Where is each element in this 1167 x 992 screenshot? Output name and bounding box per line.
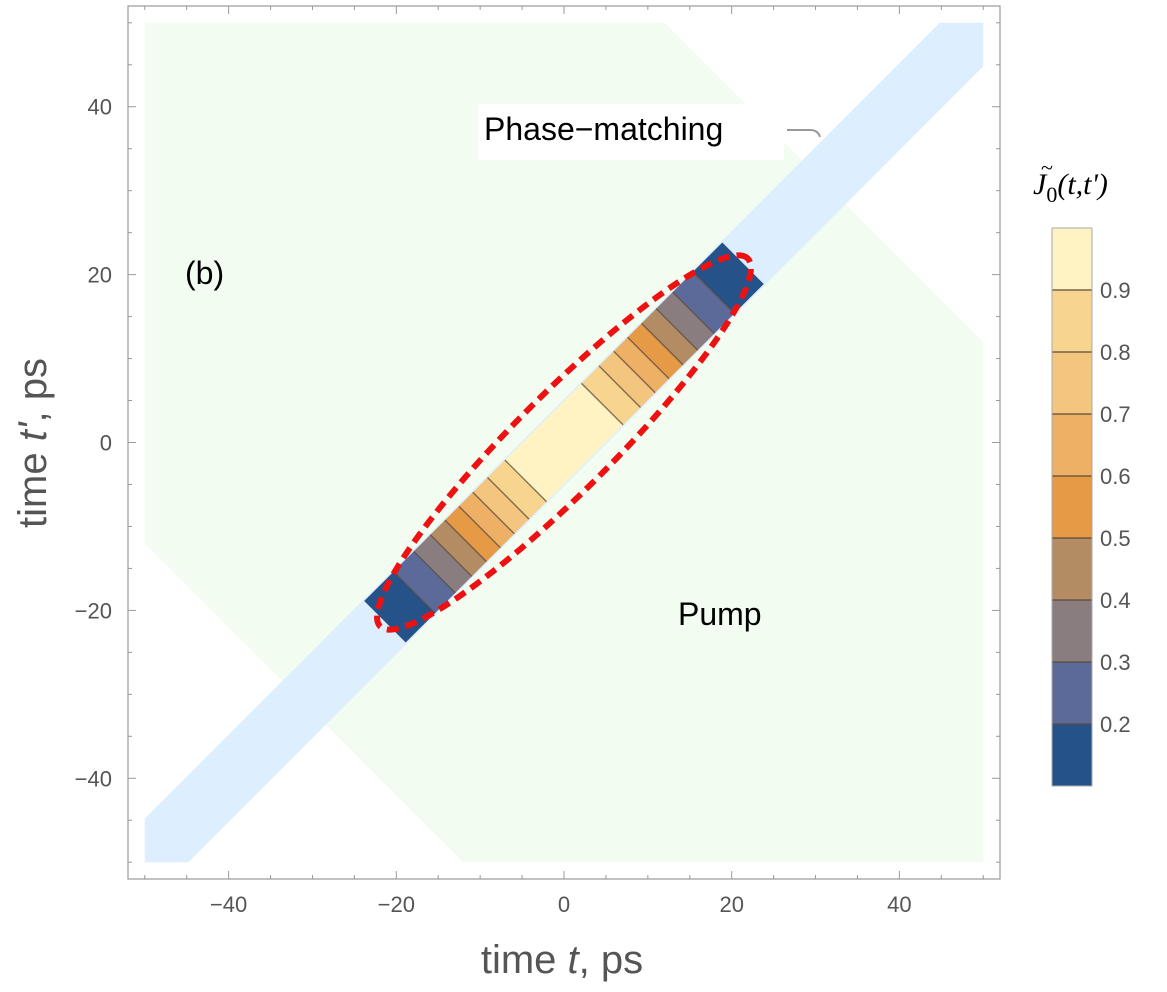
y-tick-label: −40 [75,766,112,791]
contour-band [656,292,715,351]
contour-level-line [641,322,684,366]
phase-matching-label-bg [478,104,784,160]
colorbar-segment [1052,600,1092,662]
contour-band [692,242,764,314]
colorbar-segment [1052,290,1092,352]
phase-matching-leader-line [787,129,821,138]
contour-level-line [413,550,456,594]
colorbar-tick-label: 0.8 [1100,340,1131,365]
colorbar-tick-label: 0.3 [1100,650,1131,675]
contour-band [413,534,472,593]
colorbar-tick-label: 0.7 [1100,402,1131,427]
dashed-contour-line [374,252,754,633]
y-axis-title: time t', ps [11,358,55,528]
contour-band [430,520,487,577]
contour-level-line [487,477,530,520]
contour-level-lines [393,271,735,614]
contour-band [641,308,698,365]
contour-band [487,460,547,520]
y-tick-label: −20 [75,598,112,623]
colorbar [1052,228,1092,786]
colorbar-segment [1052,724,1092,786]
contour-level-line [581,382,624,426]
contour-band [672,271,735,334]
colorbar-tick-label: 0.9 [1100,278,1131,303]
x-tick-label: 40 [887,892,911,917]
contour-band [472,477,529,534]
colorbar-segment [1052,538,1092,600]
contour-level-line [429,534,473,577]
colorbar-frame [1051,227,1093,787]
x-axis-title: time t, ps [481,938,643,982]
colorbar-segment [1052,352,1092,414]
contour-band [504,383,624,502]
contour-band [613,337,670,393]
x-tick-label: 20 [719,892,743,917]
colorbar-title-tilde: ~ [1041,155,1053,180]
colorbar-tick-label: 0.2 [1100,712,1131,737]
colorbar-segment [1052,476,1092,538]
colorbar-tick-label: 0.6 [1100,464,1131,489]
colorbar-tick-label: 0.5 [1100,526,1131,551]
panel-label: (b) [185,255,224,291]
x-tick-label: −40 [210,892,247,917]
contour-level-line [504,459,547,503]
contour-bands [364,242,764,643]
axis-ticks [128,6,1000,879]
colorbar-tick-label: 0.4 [1100,588,1131,613]
contour-band [445,506,501,562]
y-tick-label: 20 [88,263,112,288]
contour-level-line [472,491,515,535]
contour-level-line [458,505,501,549]
pump-label: Pump [678,596,762,632]
y-tick-label: 0 [100,431,112,456]
contour-level-line [444,519,487,563]
x-tick-label: −20 [378,892,415,917]
y-tick-label: 40 [88,95,112,120]
plot-area [144,22,984,863]
colorbar-segment [1052,662,1092,724]
contour-level-line [613,350,656,394]
contour-band [599,351,656,408]
contour-level-line [672,291,715,335]
colorbar-segment [1052,414,1092,476]
contour-band [458,492,515,548]
phase-matching-label: Phase−matching [484,111,723,147]
contour-level-line [692,271,735,314]
contour-level-line [598,365,641,408]
contour-band [393,551,456,614]
contour-band [581,365,641,425]
contour-level-line [655,308,699,351]
contour-level-line [393,571,436,614]
colorbar-segment [1052,228,1092,290]
contour-band [364,571,436,643]
contour-band [627,323,683,379]
colorbar-title: J0(t,t') [1033,168,1108,207]
contour-level-line [627,336,670,380]
x-tick-label: 0 [558,892,570,917]
